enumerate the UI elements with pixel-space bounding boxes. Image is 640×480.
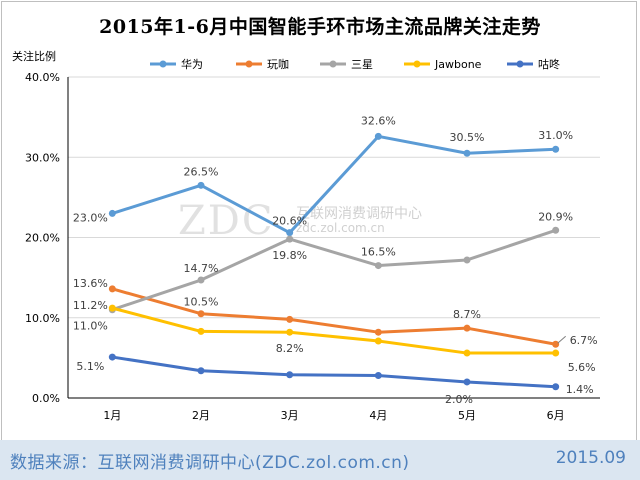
data-point — [197, 276, 205, 284]
legend-label: 玩咖 — [267, 57, 289, 71]
data-point — [108, 353, 116, 361]
data-label: 32.6% — [361, 114, 396, 127]
data-label: 2.0% — [445, 393, 473, 406]
legend-swatch-marker — [516, 60, 524, 68]
data-point — [374, 262, 382, 270]
data-point — [552, 145, 560, 153]
legend-swatch-marker — [329, 60, 337, 68]
series-line — [111, 287, 556, 346]
y-tick-label: 30.0% — [25, 151, 60, 164]
legend-swatch-marker — [159, 60, 167, 68]
watermark-subtitle: 互联网消费调研中心 — [296, 206, 422, 222]
y-tick-label: 20.0% — [25, 232, 60, 245]
series-line — [111, 228, 557, 312]
data-point — [286, 235, 294, 243]
data-point — [374, 328, 382, 336]
watermark-url: zdc.zol.com.cn — [296, 221, 385, 235]
y-tick-label: 40.0% — [25, 71, 60, 84]
data-point — [552, 226, 560, 234]
legend-label: 三星 — [351, 58, 373, 71]
data-point — [552, 383, 560, 391]
data-point — [286, 315, 294, 323]
legend-label: 咕咚 — [538, 57, 560, 71]
footer-date: 2015.09 — [555, 448, 626, 468]
x-tick-label: 3月 — [281, 409, 299, 422]
series-line — [111, 134, 556, 235]
data-label: 8.7% — [453, 308, 481, 321]
data-label: 31.0% — [538, 129, 573, 142]
data-point — [286, 371, 294, 379]
data-point — [374, 337, 382, 345]
data-point — [108, 285, 116, 293]
watermark-logo: ZDC — [178, 198, 275, 244]
data-label: 5.1% — [76, 360, 104, 373]
x-tick-label: 2月 — [192, 409, 210, 422]
data-label: 10.5% — [184, 296, 219, 309]
data-point — [286, 328, 294, 336]
data-point — [108, 209, 116, 217]
data-point — [197, 181, 205, 189]
callout-leader — [557, 335, 566, 344]
data-point — [463, 349, 471, 357]
y-axis-title: 关注比例 — [12, 50, 56, 63]
legend-swatch-marker — [245, 60, 253, 68]
legend-swatch-marker — [413, 60, 421, 68]
data-label: 11.0% — [73, 320, 108, 333]
y-tick-label: 0.0% — [32, 392, 60, 405]
x-tick-label: 5月 — [458, 409, 476, 422]
footer-source: 数据来源：互联网消费调研中心(ZDC.zol.com.cn) — [10, 453, 410, 473]
data-point — [108, 304, 116, 312]
data-point — [286, 229, 294, 237]
data-label: 19.8% — [272, 249, 307, 262]
data-label: 20.6% — [272, 215, 307, 228]
data-label: 8.2% — [276, 342, 304, 355]
data-point — [463, 256, 471, 264]
data-label: 13.6% — [73, 277, 108, 290]
line-chart: 0.0% 10.0% 20.0% 30.0% 40.0% 1月 2月 3月 4月 5月 6月 华为 玩咖… — [25, 57, 600, 422]
data-point — [374, 132, 382, 140]
data-point — [197, 310, 205, 318]
data-label: 6.7% — [570, 334, 598, 347]
data-label: 20.9% — [538, 210, 573, 223]
data-label: 14.7% — [184, 262, 219, 275]
chart-title: 2015年1-6月中国智能手环市场主流品牌关注走势 — [99, 16, 541, 38]
data-label: 11.2% — [73, 299, 108, 312]
data-point — [197, 327, 205, 335]
data-label: 23.0% — [73, 211, 108, 224]
data-label: 16.5% — [361, 246, 396, 259]
data-point — [197, 367, 205, 375]
y-tick-label: 10.0% — [25, 312, 60, 325]
data-point — [463, 324, 471, 332]
legend-label: Jawbone — [434, 58, 482, 71]
data-point — [552, 349, 560, 357]
data-point — [374, 372, 382, 380]
data-label: 5.6% — [568, 361, 596, 374]
legend-label: 华为 — [181, 57, 203, 71]
data-label: 30.5% — [450, 131, 485, 144]
x-tick-label: 6月 — [547, 409, 565, 422]
x-tick-label: 1月 — [103, 409, 121, 422]
footer-bar — [0, 440, 640, 480]
data-point — [463, 149, 471, 157]
series-line — [111, 306, 556, 355]
data-label: 26.5% — [184, 165, 219, 178]
data-point — [463, 378, 471, 386]
data-point — [552, 340, 560, 348]
data-label: 1.4% — [566, 383, 594, 396]
series-line — [112, 355, 556, 389]
x-tick-label: 4月 — [369, 409, 387, 422]
